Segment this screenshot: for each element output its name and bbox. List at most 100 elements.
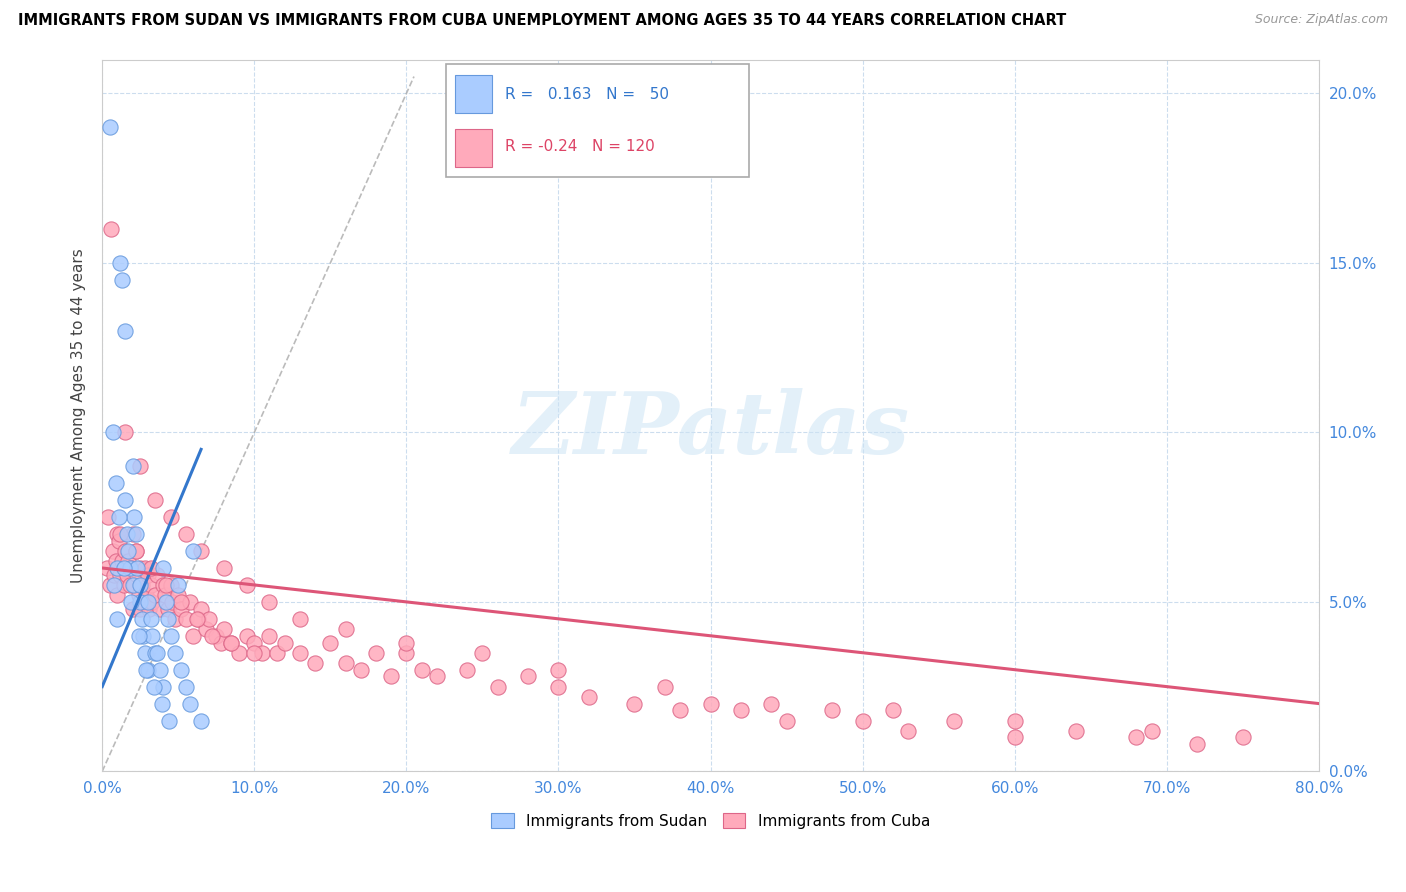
Point (108, 533, 131, 548)
Point (212, 622, 235, 636)
Point (136, 567, 159, 582)
Point (212, 561, 235, 575)
Point (699, 697, 721, 711)
Point (114, 425, 136, 440)
Point (141, 595, 163, 609)
Point (117, 554, 139, 568)
Point (250, 646, 273, 660)
Point (104, 554, 127, 568)
Point (120, 595, 142, 609)
Point (129, 601, 152, 615)
Point (1232, 731, 1254, 745)
Point (266, 646, 288, 660)
Point (190, 601, 212, 615)
Point (288, 612, 311, 626)
Point (98, 120, 121, 135)
Point (167, 578, 190, 592)
Point (112, 561, 135, 575)
Point (395, 635, 418, 649)
Point (139, 561, 162, 575)
Point (100, 222, 122, 236)
Point (139, 578, 162, 592)
Point (129, 459, 152, 474)
Point (821, 703, 844, 717)
Point (471, 646, 494, 660)
Point (235, 629, 257, 643)
Point (152, 578, 174, 592)
Point (156, 612, 179, 626)
Point (380, 669, 402, 683)
Point (107, 588, 129, 602)
Point (150, 697, 173, 711)
Point (669, 703, 692, 717)
Point (775, 714, 797, 728)
Point (152, 561, 174, 575)
Point (159, 629, 181, 643)
Point (103, 567, 125, 582)
Point (121, 601, 143, 615)
Point (165, 612, 187, 626)
Point (578, 690, 600, 704)
Point (136, 595, 159, 609)
Point (114, 544, 136, 558)
FancyBboxPatch shape (446, 63, 749, 178)
Point (149, 663, 172, 677)
FancyBboxPatch shape (456, 128, 492, 167)
Point (243, 646, 266, 660)
Point (395, 646, 418, 660)
Point (111, 273, 134, 287)
Point (205, 629, 228, 643)
Point (114, 493, 136, 508)
Point (761, 697, 783, 711)
Point (152, 680, 174, 694)
Point (114, 324, 136, 338)
Point (170, 663, 193, 677)
Point (129, 578, 152, 592)
Point (98, 578, 121, 592)
Point (115, 567, 138, 582)
Point (194, 622, 217, 636)
Point (111, 554, 134, 568)
Point (132, 629, 155, 643)
Point (138, 601, 160, 615)
Point (197, 612, 219, 626)
Point (259, 595, 281, 609)
Point (174, 527, 197, 541)
Point (124, 527, 146, 541)
Point (121, 459, 143, 474)
Point (174, 612, 197, 626)
Point (170, 601, 193, 615)
Legend: Immigrants from Sudan, Immigrants from Cuba: Immigrants from Sudan, Immigrants from C… (485, 806, 936, 835)
Text: R =   0.163   N =   50: R = 0.163 N = 50 (505, 87, 669, 102)
Point (153, 588, 176, 602)
Point (96, 561, 118, 575)
Point (110, 256, 132, 270)
FancyBboxPatch shape (456, 75, 492, 113)
Point (146, 567, 169, 582)
Point (121, 527, 143, 541)
Point (110, 567, 132, 582)
Point (335, 656, 357, 670)
Point (228, 646, 250, 660)
Point (1140, 723, 1163, 738)
Point (139, 612, 162, 626)
Point (97, 510, 120, 524)
Point (134, 646, 156, 660)
Text: ZIPatlas: ZIPatlas (512, 388, 910, 472)
Point (1064, 723, 1087, 738)
Point (124, 544, 146, 558)
Point (155, 578, 177, 592)
Point (201, 629, 224, 643)
Point (157, 714, 180, 728)
Point (179, 595, 201, 609)
Point (160, 595, 183, 609)
Point (146, 646, 169, 660)
Point (128, 588, 150, 602)
Point (186, 612, 208, 626)
Point (183, 544, 205, 558)
Point (135, 663, 157, 677)
Point (110, 527, 132, 541)
Point (122, 578, 145, 592)
Point (107, 527, 129, 541)
Point (127, 567, 149, 582)
